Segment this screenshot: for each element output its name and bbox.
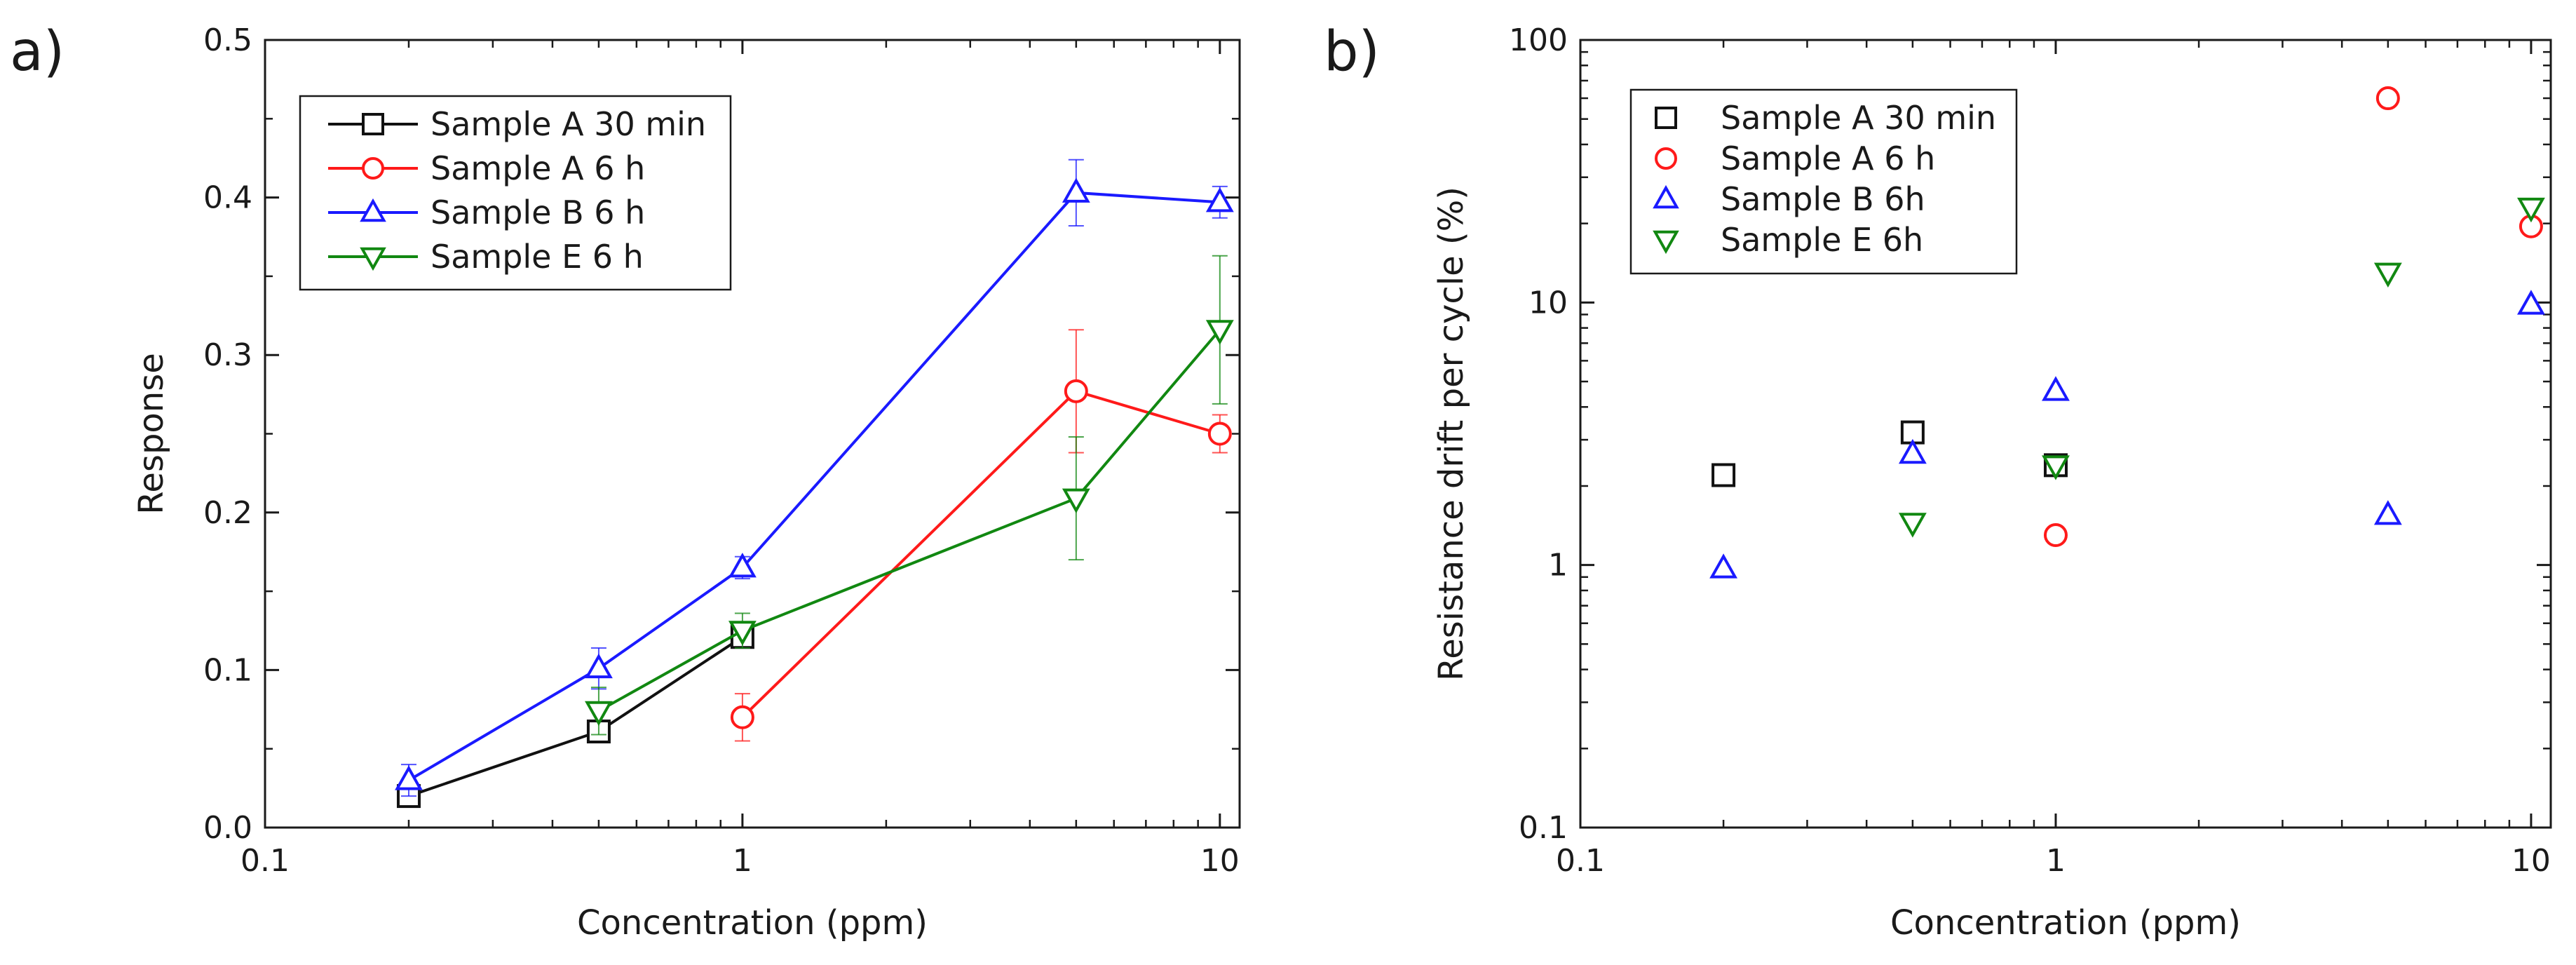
legend-marker: [1655, 107, 1677, 129]
series-sample-a-6-h: [730, 329, 1232, 742]
panel-label: b): [1324, 20, 1380, 83]
data-point: [585, 701, 613, 727]
x-tick-label: 10: [1200, 843, 1240, 879]
series-line: [741, 389, 1221, 719]
y-tick-label: 0.1: [203, 652, 252, 688]
data-point: [2517, 197, 2545, 223]
y-tick-label: 1: [1548, 548, 1568, 583]
y-tick-label: 0.3: [203, 337, 252, 373]
data-point: [2373, 500, 2402, 525]
series-sample-b-6-h: [395, 158, 1234, 797]
y-tick-label: 0.0: [203, 810, 252, 846]
panel-label: a): [10, 20, 65, 83]
chart-panel-b: b) 0.1 1 10 0.1 1 10 100 Concentration (ppm) Resi…: [1324, 20, 2552, 943]
y-tick-label: 0.1: [1519, 810, 1568, 846]
y-tick-label: 0.2: [203, 495, 252, 531]
data-point: [2375, 86, 2400, 111]
series-line: [408, 635, 744, 797]
data-point: [1711, 463, 1736, 487]
legend-label: Sample A 30 min: [1721, 99, 1996, 137]
x-tick-label: 0.1: [240, 843, 290, 879]
legend: Sample A 30 min Sample A 6 h Sample B 6 h S…: [299, 95, 732, 291]
legend-entry: Sample A 30 min: [1655, 99, 1996, 137]
legend-label: Sample E 6 h: [431, 238, 644, 276]
data-point: [2042, 455, 2070, 480]
data-point: [1062, 488, 1090, 513]
legend-entry: Sample A 30 min: [328, 105, 706, 143]
y-tick-label: 10: [1528, 285, 1568, 320]
series-line: [597, 328, 1221, 713]
series-sample-a-30-min: [1711, 420, 2068, 487]
x-tick-label: 10: [2511, 843, 2551, 879]
legend-label: Sample A 6 h: [1721, 140, 1935, 177]
legend-marker: [360, 198, 386, 222]
legend-label: Sample A 6 h: [431, 149, 645, 187]
data-point: [2517, 290, 2545, 315]
data-point: [1709, 553, 1738, 579]
data-point: [585, 653, 613, 679]
legend-entry: Sample E 6 h: [328, 238, 644, 276]
legend-entry: Sample E 6h: [1653, 221, 1923, 259]
legend-label: Sample A 30 min: [431, 105, 706, 143]
legend-entry: Sample B 6 h: [328, 194, 645, 231]
data-point: [1205, 320, 1234, 345]
chart-panel-a: a)0.1 1 100.00.10.20.30.40.5Concentration …: [10, 20, 1241, 943]
data-point: [1062, 177, 1090, 203]
data-point: [2043, 523, 2068, 548]
data-point: [728, 553, 757, 578]
x-axis-label: Concentration (ppm): [577, 903, 928, 943]
legend-entry: Sample B 6h: [1653, 180, 1925, 218]
data-point: [2373, 262, 2402, 288]
y-tick-label: 100: [1509, 22, 1568, 58]
legend-marker: [362, 113, 384, 135]
legend-marker: [1653, 184, 1679, 209]
series-sample-a-6-h: [2043, 86, 2543, 548]
data-point: [1898, 438, 1927, 464]
legend-marker: [362, 157, 384, 180]
legend-box: [1629, 88, 2018, 275]
x-tick-label: 1: [733, 843, 752, 879]
legend-marker: [360, 247, 386, 271]
series-sample-e-6h: [1898, 197, 2545, 538]
data-point: [1898, 513, 1927, 538]
y-axis-label: Response: [132, 353, 171, 515]
legend-entry: Sample A 6 h: [328, 149, 645, 187]
legend-label: Sample E 6h: [1721, 221, 1923, 259]
y-tick-label: 0.4: [203, 180, 252, 216]
legend-label: Sample B 6h: [1721, 180, 1925, 218]
x-axis-label: Concentration (ppm): [1890, 903, 2241, 943]
data-point: [1207, 421, 1232, 446]
data-point: [395, 765, 423, 790]
y-tick-label: 0.5: [203, 22, 252, 58]
x-tick-label: 1: [2046, 843, 2066, 879]
x-tick-label: 0.1: [1556, 843, 1605, 879]
plot-frame: [1579, 39, 2552, 829]
data-point: [1205, 187, 1234, 212]
legend-label: Sample B 6 h: [431, 194, 645, 231]
legend-marker: [1655, 147, 1677, 170]
data-point: [728, 621, 757, 646]
series-sample-e-6-h: [585, 255, 1234, 736]
data-point: [1064, 379, 1088, 403]
legend-entry: Sample A 6 h: [1655, 140, 1935, 177]
legend-marker: [1653, 230, 1679, 255]
data-point: [2042, 376, 2070, 401]
data-point: [730, 705, 754, 729]
series-sample-b-6h: [1709, 290, 2545, 579]
y-axis-label: Resistance drift per cycle (%): [1432, 187, 1471, 681]
